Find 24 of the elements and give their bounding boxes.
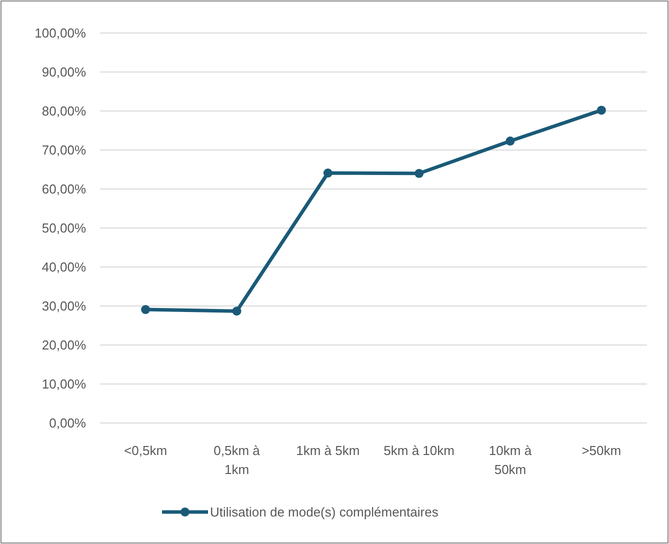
x-tick-label: >50km [582,443,622,458]
point [323,168,332,178]
y-tick-label: 10,00% [42,376,86,392]
x-tick-label: 10km à 50km [488,443,532,477]
point [141,305,150,314]
y-tick-label: 100,00% [34,26,86,41]
x-tick-label: 0,5km à 1km [214,443,261,477]
point [506,136,515,146]
y-tick-label: 70,00% [42,142,86,158]
point [596,106,606,115]
y-tick-label: 60,00% [42,182,86,197]
y-tick-label: 50,00% [42,220,86,236]
legend-label: Utilisation de mode(s) complémentaires [210,504,439,520]
y-tick-label: 20,00% [42,338,86,353]
x-tick-label: <0,5km [124,443,168,458]
y-tick-label: 0,00% [49,416,86,431]
x-tick-label: 1km à 5km [296,443,360,458]
x-tick-label: 5km à 10km [384,443,454,458]
point [414,168,424,178]
y-tick-label: 30,00% [42,298,86,314]
point [232,306,242,316]
y-tick-label: 90,00% [42,64,86,80]
y-tick-label: 40,00% [42,260,86,275]
y-tick-label: 80,00% [42,104,86,119]
